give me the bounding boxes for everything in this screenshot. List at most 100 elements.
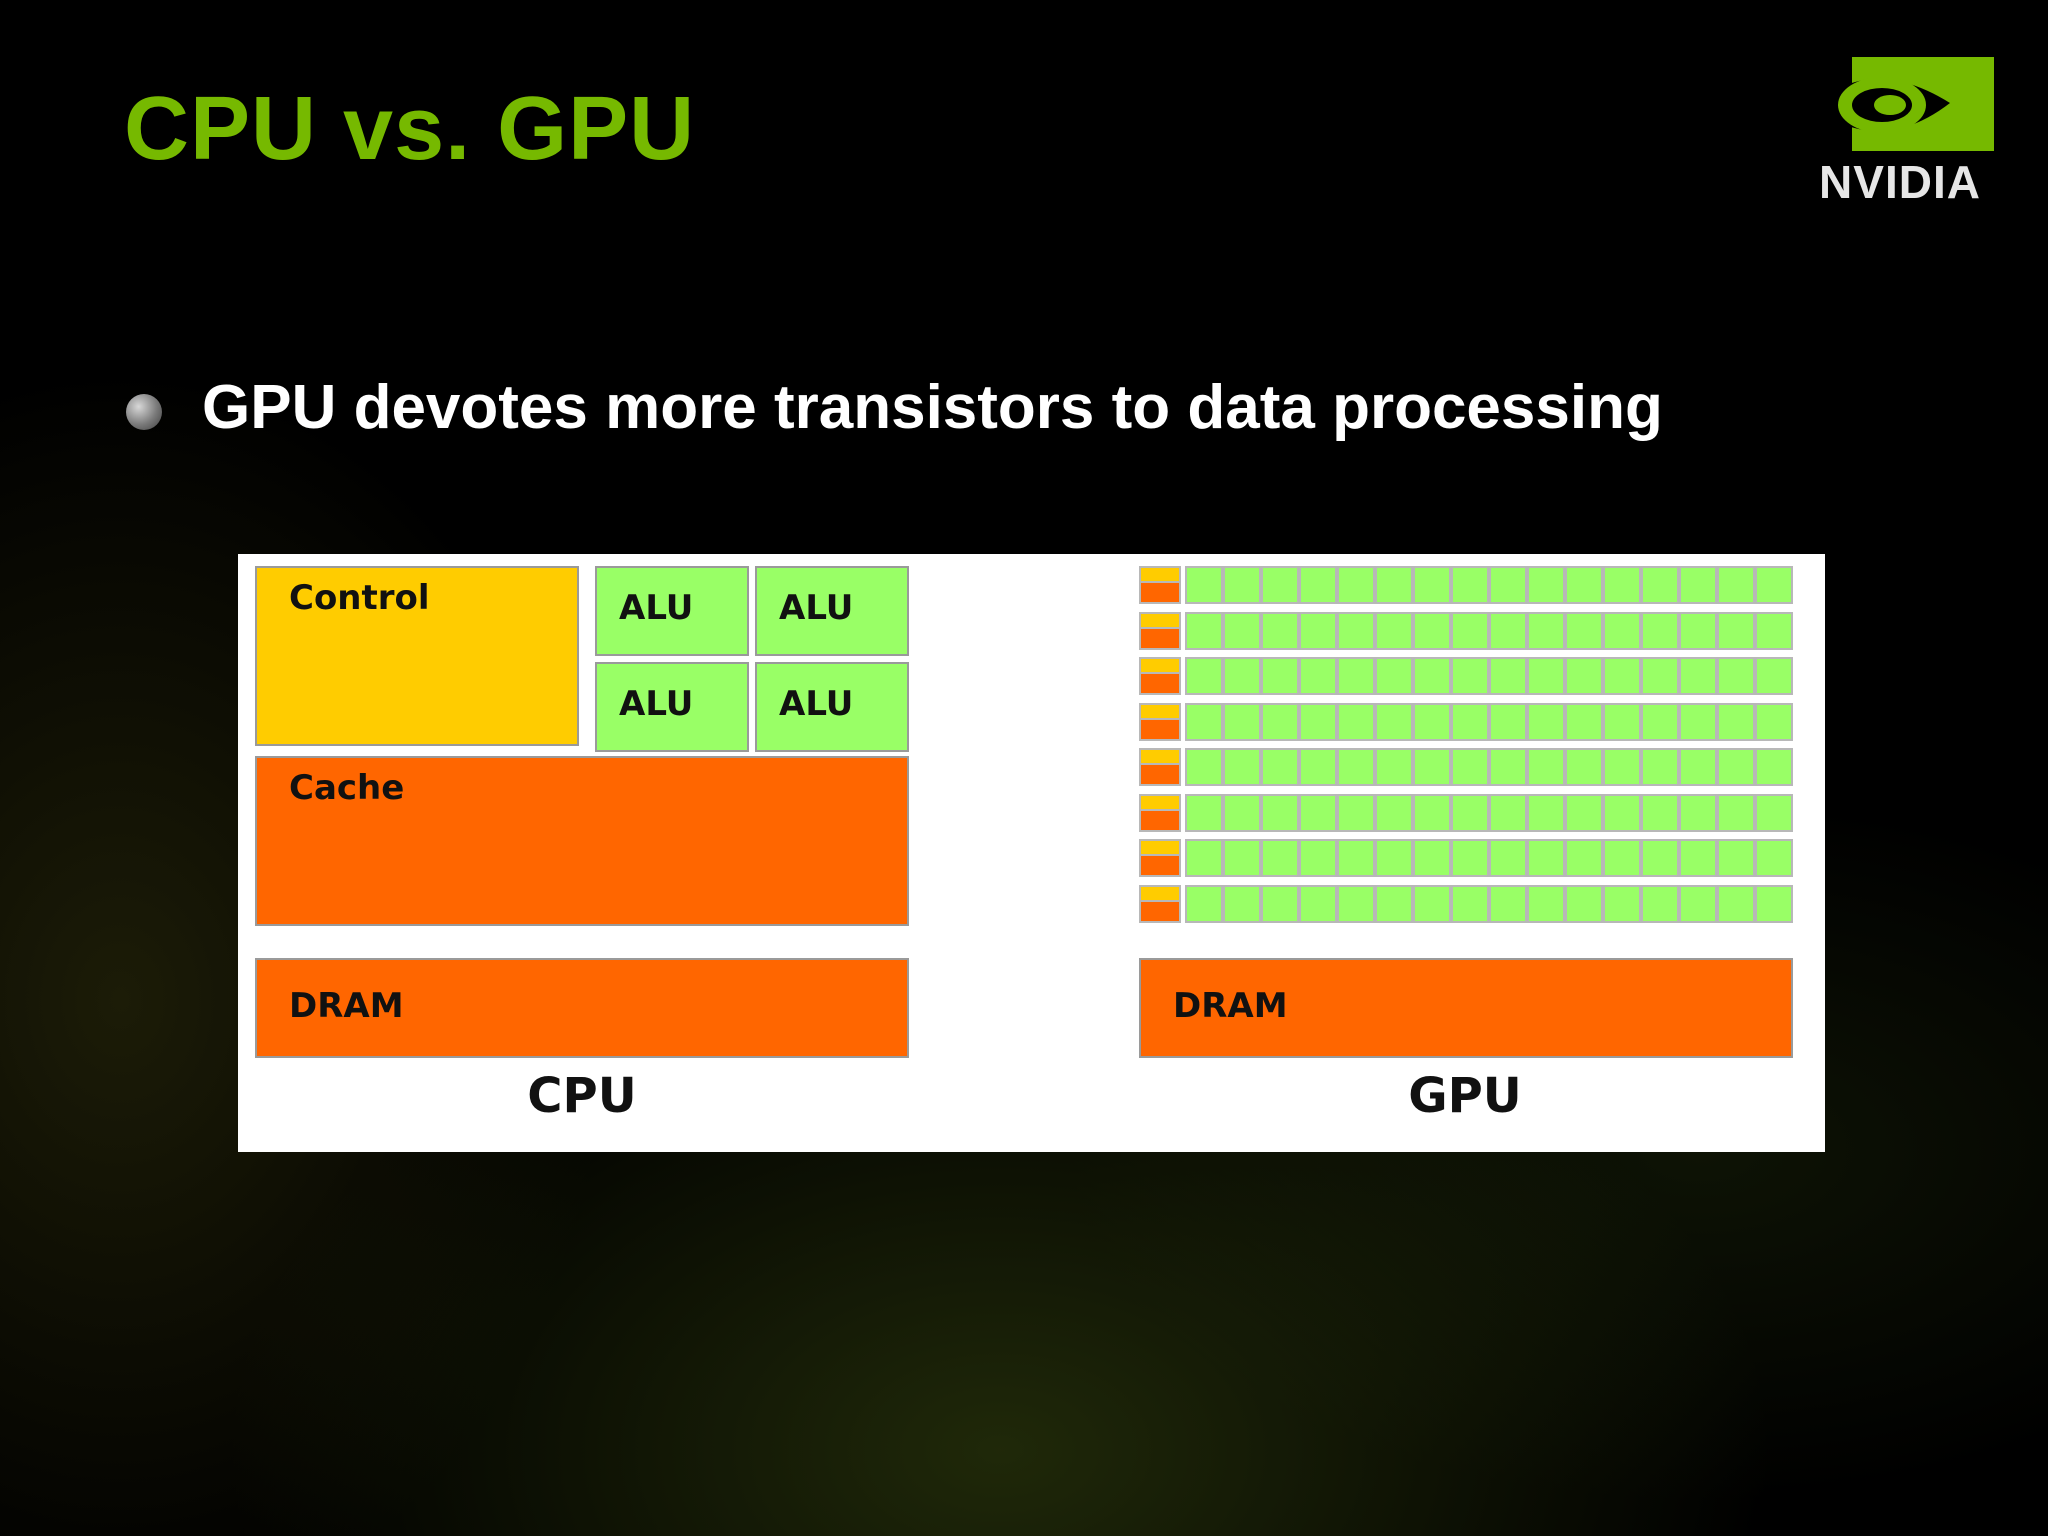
gpu-control-cache-unit bbox=[1139, 748, 1181, 786]
gpu-alu-cell bbox=[1489, 885, 1527, 923]
gpu-alu-cell bbox=[1527, 657, 1565, 695]
gpu-alu-cell bbox=[1185, 794, 1223, 832]
gpu-alu-cell bbox=[1223, 612, 1261, 650]
cpu-cache-block: Cache bbox=[255, 756, 909, 926]
gpu-control-unit bbox=[1141, 705, 1179, 721]
gpu-alu-cell bbox=[1679, 657, 1717, 695]
gpu-alu-cell bbox=[1375, 748, 1413, 786]
gpu-alu-cell bbox=[1185, 703, 1223, 741]
gpu-alu-cell bbox=[1755, 794, 1793, 832]
gpu-alu-cell bbox=[1299, 839, 1337, 877]
gpu-alu-cell bbox=[1489, 748, 1527, 786]
gpu-alu-cell bbox=[1337, 612, 1375, 650]
gpu-alu-cell bbox=[1299, 794, 1337, 832]
gpu-alu-cell bbox=[1413, 794, 1451, 832]
gpu-alu-cell bbox=[1565, 748, 1603, 786]
gpu-alu-cell bbox=[1679, 794, 1717, 832]
bullet-text: GPU devotes more transistors to data pro… bbox=[202, 373, 1663, 442]
gpu-alu-cell bbox=[1413, 703, 1451, 741]
gpu-alu-cell bbox=[1413, 885, 1451, 923]
cpu-alu-block: ALU bbox=[595, 662, 749, 752]
gpu-alu-cell bbox=[1565, 566, 1603, 604]
gpu-alu-cell bbox=[1451, 566, 1489, 604]
gpu-control-cache-unit bbox=[1139, 839, 1181, 877]
gpu-alu-cell bbox=[1489, 839, 1527, 877]
gpu-alu-cell bbox=[1489, 612, 1527, 650]
gpu-alu-cell bbox=[1527, 885, 1565, 923]
gpu-alu-cell bbox=[1565, 703, 1603, 741]
gpu-alu-cell bbox=[1527, 748, 1565, 786]
gpu-alu-cell bbox=[1337, 748, 1375, 786]
bullet-dot-icon bbox=[126, 394, 162, 430]
gpu-alu-cell bbox=[1337, 657, 1375, 695]
gpu-alu-cell bbox=[1679, 566, 1717, 604]
gpu-alu-cell bbox=[1261, 794, 1299, 832]
gpu-alu-cell bbox=[1337, 839, 1375, 877]
gpu-alu-cell bbox=[1641, 748, 1679, 786]
gpu-alu-cell bbox=[1299, 657, 1337, 695]
gpu-alu-cell bbox=[1527, 612, 1565, 650]
gpu-alu-cell bbox=[1641, 703, 1679, 741]
gpu-alu-cell bbox=[1641, 839, 1679, 877]
gpu-core-grid bbox=[1139, 566, 1799, 936]
gpu-alu-cell bbox=[1755, 748, 1793, 786]
gpu-control-cache-unit bbox=[1139, 885, 1181, 923]
gpu-alu-cell bbox=[1451, 612, 1489, 650]
cpu-alu-label: ALU bbox=[619, 684, 694, 724]
cpu-dram-label: DRAM bbox=[289, 986, 404, 1026]
gpu-alu-cell bbox=[1299, 703, 1337, 741]
gpu-alu-cell bbox=[1717, 748, 1755, 786]
gpu-alu-cell bbox=[1603, 612, 1641, 650]
gpu-alu-cell bbox=[1603, 566, 1641, 604]
gpu-alu-cell bbox=[1337, 566, 1375, 604]
gpu-alu-cell bbox=[1451, 657, 1489, 695]
gpu-alu-cell bbox=[1261, 612, 1299, 650]
gpu-alu-cell bbox=[1185, 566, 1223, 604]
gpu-alu-cell bbox=[1413, 612, 1451, 650]
gpu-control-cache-unit bbox=[1139, 794, 1181, 832]
gpu-alu-cell bbox=[1185, 885, 1223, 923]
gpu-alu-cell bbox=[1261, 748, 1299, 786]
gpu-alu-cell bbox=[1261, 885, 1299, 923]
gpu-alu-cell bbox=[1375, 566, 1413, 604]
cpu-gpu-diagram: Control ALU ALU ALU ALU Cache DRAM CPU D… bbox=[238, 554, 1825, 1152]
gpu-alu-cell bbox=[1489, 566, 1527, 604]
gpu-alu-cell bbox=[1603, 657, 1641, 695]
gpu-control-cache-unit bbox=[1139, 657, 1181, 695]
gpu-control-cache-unit bbox=[1139, 566, 1181, 604]
gpu-alu-cell bbox=[1261, 703, 1299, 741]
gpu-alu-cell bbox=[1451, 748, 1489, 786]
gpu-alu-cell bbox=[1451, 885, 1489, 923]
nvidia-eye-icon bbox=[1812, 57, 1994, 151]
slide-title: CPU vs. GPU bbox=[124, 79, 696, 179]
gpu-alu-cell bbox=[1565, 885, 1603, 923]
gpu-alu-cell bbox=[1413, 748, 1451, 786]
gpu-alu-cell bbox=[1375, 794, 1413, 832]
gpu-alu-cell bbox=[1565, 839, 1603, 877]
gpu-alu-cell bbox=[1755, 612, 1793, 650]
gpu-alu-cell bbox=[1451, 703, 1489, 741]
gpu-alu-cell bbox=[1185, 839, 1223, 877]
gpu-alu-cell bbox=[1527, 703, 1565, 741]
gpu-control-unit bbox=[1141, 750, 1179, 766]
gpu-alu-cell bbox=[1299, 885, 1337, 923]
gpu-alu-cell bbox=[1375, 703, 1413, 741]
gpu-dram-block: DRAM bbox=[1139, 958, 1793, 1058]
cpu-alu-block: ALU bbox=[755, 566, 909, 656]
nvidia-wordmark: NVIDIA bbox=[1819, 156, 1981, 208]
gpu-alu-cell bbox=[1223, 748, 1261, 786]
gpu-alu-cell bbox=[1223, 703, 1261, 741]
gpu-alu-cell bbox=[1223, 885, 1261, 923]
gpu-alu-cell bbox=[1679, 703, 1717, 741]
cpu-cache-label: Cache bbox=[289, 768, 405, 808]
gpu-alu-cell bbox=[1641, 657, 1679, 695]
gpu-alu-cell bbox=[1261, 657, 1299, 695]
gpu-alu-cell bbox=[1489, 657, 1527, 695]
gpu-control-unit bbox=[1141, 659, 1179, 675]
gpu-alu-cell bbox=[1717, 657, 1755, 695]
gpu-alu-cell bbox=[1375, 885, 1413, 923]
gpu-alu-cell bbox=[1565, 794, 1603, 832]
cpu-alu-block: ALU bbox=[755, 662, 909, 752]
gpu-control-unit bbox=[1141, 614, 1179, 630]
gpu-alu-cell bbox=[1223, 566, 1261, 604]
